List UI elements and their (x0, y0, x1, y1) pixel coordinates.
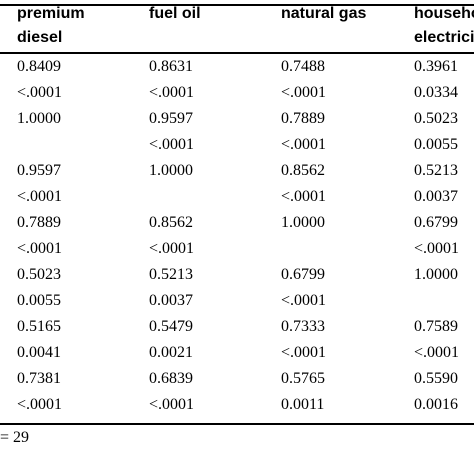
table-cell: 0.5023 (414, 110, 458, 127)
header-rule (0, 52, 474, 54)
table-cell: <.0001 (281, 84, 327, 101)
table-row: 0.0055 0.0037 <.0001 (0, 288, 474, 314)
table-cell: 0.5213 (414, 162, 458, 179)
table-cell: <.0001 (17, 240, 63, 257)
table-cell: 0.0334 (414, 84, 458, 101)
header-natural-gas: natural gas (281, 2, 366, 26)
header-household-electricity: household electricity (414, 2, 474, 50)
table-row: <.0001 <.0001 0.0055 (0, 132, 474, 158)
table-bottom-rule (0, 423, 474, 425)
table-cell: 0.8562 (281, 162, 325, 179)
table-cell: 0.6799 (281, 266, 325, 283)
table-row: 0.0041 0.0021 <.0001 <.0001 (0, 340, 474, 366)
table-cell: 0.5590 (414, 370, 458, 387)
table-cell: 0.8631 (149, 58, 193, 75)
table-cell: 0.7589 (414, 318, 458, 335)
table-cell: <.0001 (281, 136, 327, 153)
table-cell: 0.3961 (414, 58, 458, 75)
table-row: 0.7889 0.8562 1.0000 0.6799 (0, 210, 474, 236)
table-cell: <.0001 (414, 240, 460, 257)
table-cell: 0.5765 (281, 370, 325, 387)
table-cell: <.0001 (281, 188, 327, 205)
table-cell: <.0001 (281, 344, 327, 361)
header-line-1: premium (17, 5, 85, 22)
table-cell: 0.5165 (17, 318, 61, 335)
header-premium-diesel: premium diesel (17, 2, 85, 50)
header-line-2: electricity (414, 29, 474, 46)
header-line-1: household (414, 5, 474, 22)
table-cell: 0.7333 (281, 318, 325, 335)
table-cell: <.0001 (149, 240, 195, 257)
table-cell: 0.6839 (149, 370, 193, 387)
table-cell: 0.8562 (149, 214, 193, 231)
table-row: 0.8409 0.8631 0.7488 0.3961 (0, 54, 474, 80)
table-row: 0.5023 0.5213 0.6799 1.0000 (0, 262, 474, 288)
table-cell: 1.0000 (414, 266, 458, 283)
header-line-1: natural gas (281, 5, 367, 22)
header-line-1: fuel oil (149, 5, 201, 22)
table-cell: <.0001 (281, 292, 327, 309)
table-cell: <.0001 (414, 344, 460, 361)
table-cell: 0.7889 (17, 214, 61, 231)
table-cell: <.0001 (17, 396, 63, 413)
table-cell: 0.5023 (17, 266, 61, 283)
table-row: <.0001 <.0001 0.0037 (0, 184, 474, 210)
table-cell: 1.0000 (281, 214, 325, 231)
table-cell: 0.0016 (414, 396, 458, 413)
table-cell: 0.0041 (17, 344, 61, 361)
table-row: 1.0000 0.9597 0.7889 0.5023 (0, 106, 474, 132)
table-cell: <.0001 (149, 84, 195, 101)
table-cell: 0.0055 (414, 136, 458, 153)
table-cell: 0.5213 (149, 266, 193, 283)
header-fuel-oil: fuel oil (149, 2, 201, 26)
table-cell: 0.7889 (281, 110, 325, 127)
table-cell: 0.7381 (17, 370, 61, 387)
table-cell: <.0001 (17, 84, 63, 101)
table-cell: 0.5479 (149, 318, 193, 335)
table-cell: 0.0037 (414, 188, 458, 205)
table-cell: 1.0000 (17, 110, 61, 127)
table-row: 0.5165 0.5479 0.7333 0.7589 (0, 314, 474, 340)
table-cell: 0.0037 (149, 292, 193, 309)
header-line-2: diesel (17, 29, 63, 46)
table-row: 0.9597 1.0000 0.8562 0.5213 (0, 158, 474, 184)
table-cell: <.0001 (149, 396, 195, 413)
table-cell: 0.0055 (17, 292, 61, 309)
table-cell: 0.0011 (281, 396, 325, 413)
table-top-rule (0, 4, 474, 6)
table-cell: <.0001 (17, 188, 63, 205)
table-row: <.0001 <.0001 <.0001 0.0334 (0, 80, 474, 106)
table-cell: 0.6799 (414, 214, 458, 231)
table-row: <.0001 <.0001 0.0011 0.0016 (0, 392, 474, 418)
table-cell: 0.9597 (17, 162, 61, 179)
table-row: <.0001 <.0001 <.0001 (0, 236, 474, 262)
table-cell: 0.7488 (281, 58, 325, 75)
table-cell: 0.0021 (149, 344, 193, 361)
table-row: 0.7381 0.6839 0.5765 0.5590 (0, 366, 474, 392)
table-cell: 1.0000 (149, 162, 193, 179)
table-cell: 0.8409 (17, 58, 61, 75)
table-footnote: = 29 (0, 429, 30, 446)
table-cell: <.0001 (149, 136, 195, 153)
table-cell: 0.9597 (149, 110, 193, 127)
